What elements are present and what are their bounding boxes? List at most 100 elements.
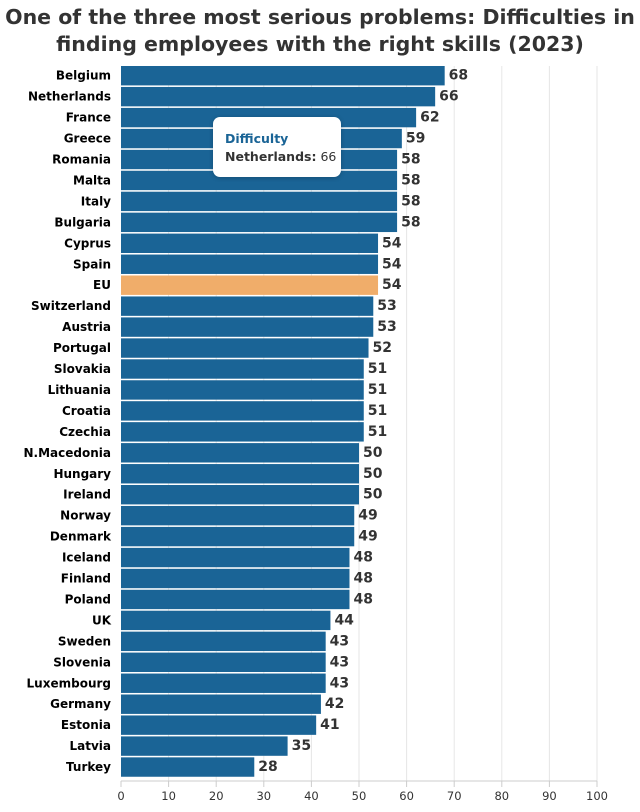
category-label: Czechia [59,425,111,439]
category-label: Switzerland [31,299,111,313]
data-label: 43 [330,654,349,670]
data-label: 58 [401,152,420,168]
chart-title-line-1: One of the three most serious problems: … [5,5,635,29]
bar-cyprus [121,233,379,253]
x-tick-label: 90 [542,789,557,803]
category-label: Greece [64,132,111,146]
category-label: Austria [62,320,111,334]
category-label: Spain [73,257,111,271]
tooltip-series-name: Difficulty [225,131,289,146]
category-label: Malta [73,173,111,187]
category-label: Denmark [50,530,112,544]
x-tick-label: 70 [447,789,462,803]
data-label: 58 [401,172,420,188]
bar-italy [121,191,398,212]
bar-n-macedonia [121,443,359,463]
data-label: 51 [368,424,387,440]
category-label: Poland [65,592,111,606]
tooltip-line: Netherlands: 66 [225,147,341,166]
bar-austria [121,317,374,337]
category-label: Italy [81,194,111,208]
category-label: Bulgaria [54,215,111,229]
x-tick-label: 100 [586,789,608,803]
tooltip: Difficulty Netherlands: 66 [213,117,341,177]
bar-finland [121,568,350,589]
bar-ireland [121,485,359,505]
chart-title-line-2: finding employees with the right skills … [56,32,584,56]
category-label: N.Macedonia [24,446,111,460]
data-label: 58 [401,193,420,209]
data-label: 48 [353,571,372,587]
bar-lithuania [121,380,364,400]
data-label: 54 [382,277,402,293]
data-label: 51 [368,382,387,398]
category-label: Belgium [56,69,111,83]
data-label: 62 [420,110,439,126]
data-label: 48 [353,591,372,607]
data-label: 51 [368,403,387,419]
x-tick-label: 50 [352,789,367,803]
bar-sweden [121,631,326,652]
bar-luxembourg [121,673,326,693]
data-label: 35 [292,738,311,754]
data-label: 50 [363,445,383,461]
data-label: 49 [358,508,377,524]
bar-czechia [121,422,364,442]
x-tick-label: 80 [494,789,509,803]
bar-belgium [121,66,445,86]
data-label: 50 [363,487,383,503]
category-label: Sweden [58,634,111,648]
data-label: 41 [320,717,339,733]
category-label: Romania [52,153,111,167]
tooltip-category: Netherlands: [225,149,317,164]
tooltip-value: 66 [320,149,337,164]
x-tick-label: 20 [209,789,224,803]
bar-turkey [121,757,255,777]
data-label: 50 [363,466,383,482]
data-label: 52 [373,340,392,356]
data-label: 58 [401,214,420,230]
category-label: Cyprus [64,236,111,250]
bar-hungary [121,464,359,484]
category-label: France [66,111,111,125]
data-label: 43 [330,633,349,649]
category-label: Turkey [66,760,111,774]
category-label: Hungary [53,467,111,481]
bar-norway [121,505,355,526]
category-label: EU [93,278,111,292]
data-label: 28 [258,759,277,775]
data-label: 54 [382,235,402,251]
bar-spain [121,254,379,274]
data-label: 53 [377,298,396,314]
category-label: Slovenia [53,655,111,669]
bar-bulgaria [121,212,398,233]
category-label: Estonia [61,718,111,732]
data-label: 49 [358,529,377,545]
data-label: 66 [439,89,458,105]
bar-iceland [121,547,350,568]
data-label: 54 [382,256,402,272]
x-tick-label: 0 [117,789,124,803]
category-label: Germany [50,697,111,711]
category-label: Luxembourg [27,676,111,690]
bar-poland [121,589,350,610]
category-label: Portugal [53,341,111,355]
bar-netherlands [121,86,436,107]
data-label: 48 [353,550,372,566]
bar-germany [121,694,321,714]
category-label: Croatia [62,404,111,418]
data-label: 42 [325,696,344,712]
data-label: 59 [406,131,425,147]
x-tick-label: 10 [161,789,176,803]
category-label: Latvia [69,739,111,753]
category-label: Norway [60,509,111,523]
category-label: Iceland [62,551,111,565]
bar-uk [121,610,331,631]
bar-latvia [121,736,288,756]
chart-title: One of the three most serious problems: … [0,4,640,58]
bar-estonia [121,715,317,735]
data-label: 53 [377,319,396,335]
category-label: UK [92,613,112,627]
data-label: 51 [368,361,387,377]
